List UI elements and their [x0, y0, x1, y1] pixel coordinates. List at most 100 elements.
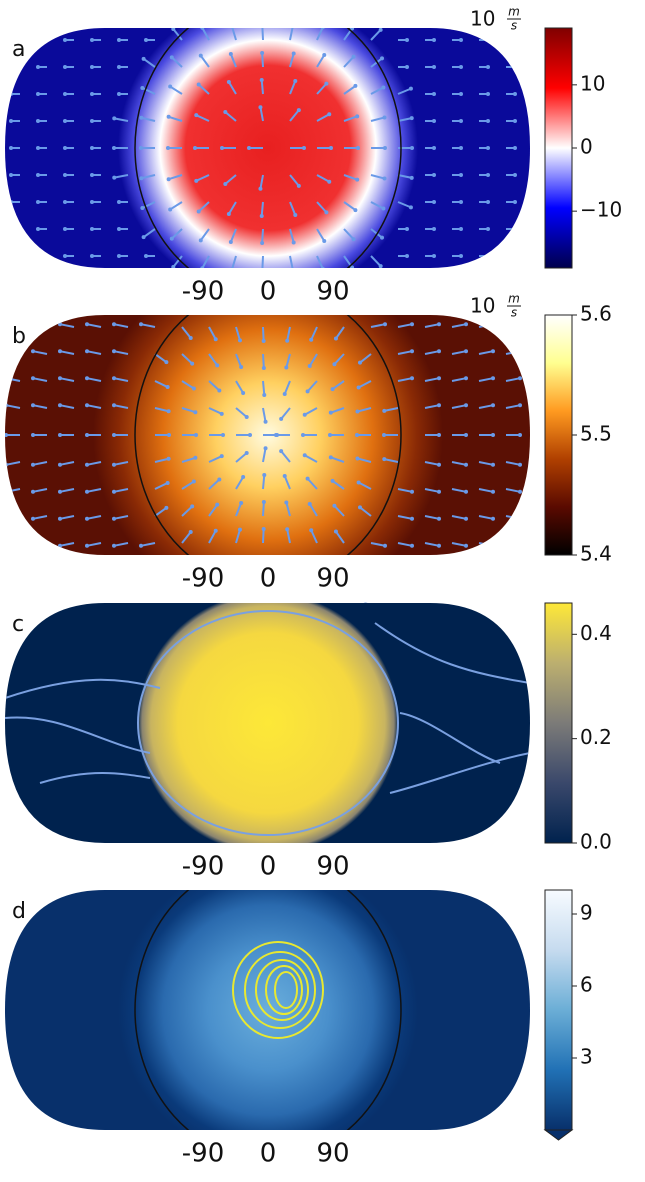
- vector-head: [432, 173, 436, 177]
- vector-head: [410, 146, 414, 150]
- vector-head: [58, 517, 62, 521]
- vector-head: [4, 433, 8, 437]
- colorbar: [545, 603, 572, 843]
- vector-head: [142, 57, 146, 61]
- wind-vector: [262, 202, 263, 216]
- vector-head: [410, 517, 414, 521]
- map-spot: [118, 573, 418, 873]
- vector-head: [245, 415, 249, 419]
- vector-head: [4, 517, 8, 521]
- vector-head: [283, 474, 287, 478]
- vector-head: [285, 339, 289, 343]
- vector-head: [63, 173, 67, 177]
- vector-head: [437, 433, 441, 437]
- vector-head: [432, 119, 436, 123]
- vector-head: [36, 92, 40, 96]
- vector-head: [31, 403, 35, 407]
- vector-head: [432, 146, 436, 150]
- vector-head: [328, 433, 332, 437]
- vector-head: [36, 65, 40, 69]
- vector-head: [166, 481, 170, 485]
- vector-head: [63, 38, 67, 42]
- vector-head: [230, 25, 234, 29]
- vector-head: [381, 85, 385, 89]
- vector-head: [260, 214, 264, 218]
- wind-vector: [33, 324, 47, 327]
- vector-head: [260, 268, 264, 272]
- colorbar-unit-den: s: [511, 19, 517, 33]
- colorbar-tick-label: 0: [580, 135, 593, 159]
- vector-head: [262, 527, 266, 531]
- vector-head: [297, 184, 301, 188]
- map-field: [0, 573, 540, 873]
- vector-head: [238, 528, 242, 532]
- vector-head: [464, 349, 468, 353]
- vector-head: [223, 110, 227, 114]
- vector-head: [432, 227, 436, 231]
- vector-head: [63, 146, 67, 150]
- vector-head: [321, 267, 325, 271]
- vector-head: [168, 207, 172, 211]
- wind-vector: [263, 529, 264, 543]
- vector-head: [329, 455, 333, 459]
- wind-vector: [263, 381, 264, 395]
- wind-vector: [262, 229, 263, 243]
- vector-head: [409, 205, 413, 209]
- wind-vector: [262, 26, 263, 40]
- vector-head: [58, 433, 62, 437]
- vector-head: [85, 403, 89, 407]
- vector-head: [229, 240, 233, 244]
- vector-head: [139, 116, 143, 120]
- vector-head: [308, 502, 312, 506]
- vector-head: [194, 113, 198, 117]
- vector-head: [383, 177, 387, 181]
- vector-head: [334, 336, 338, 340]
- vector-head: [518, 433, 522, 437]
- vector-head: [274, 433, 278, 437]
- vector-head: [241, 391, 245, 395]
- x-tick-label: -90: [182, 1139, 224, 1169]
- vector-head: [410, 544, 414, 548]
- wind-vector: [6, 351, 20, 354]
- vector-head: [90, 146, 94, 150]
- vector-head: [513, 254, 517, 258]
- vector-head: [291, 268, 295, 272]
- x-tick-label: 0: [260, 1139, 277, 1169]
- colorbar-tick-label: 0.4: [580, 621, 612, 645]
- vector-head: [85, 517, 89, 521]
- vector-head: [464, 376, 468, 380]
- vector-head: [322, 239, 326, 243]
- vector-head: [459, 227, 463, 231]
- vector-head: [167, 409, 171, 413]
- vector-head: [9, 119, 13, 123]
- panel-label: b: [12, 324, 26, 349]
- wind-vector: [262, 53, 263, 67]
- vector-head: [31, 544, 35, 548]
- vector-head: [4, 463, 8, 467]
- vector-head: [309, 338, 313, 342]
- vector-head: [139, 544, 143, 548]
- colorbar-unit-base: 10: [470, 294, 495, 318]
- vector-head: [437, 322, 441, 326]
- vector-head: [9, 146, 13, 150]
- vector-head: [513, 38, 517, 42]
- vector-head: [513, 227, 517, 231]
- wind-vector: [262, 80, 263, 94]
- colorbar-extend: [545, 1130, 572, 1140]
- vector-head: [4, 376, 8, 380]
- vector-head: [432, 200, 436, 204]
- colorbar-tick-label: 5.4: [580, 542, 612, 566]
- vector-head: [9, 65, 13, 69]
- wind-vector: [6, 543, 20, 546]
- vector-head: [329, 146, 333, 150]
- vector-head: [327, 112, 331, 116]
- vector-head: [410, 116, 414, 120]
- vector-head: [144, 38, 148, 42]
- wind-vector: [33, 543, 47, 546]
- vector-head: [491, 490, 495, 494]
- vector-head: [260, 241, 264, 245]
- x-tick-label: -90: [182, 277, 224, 307]
- vector-head: [410, 490, 414, 494]
- wind-vector: [262, 256, 263, 270]
- vector-head: [167, 433, 171, 437]
